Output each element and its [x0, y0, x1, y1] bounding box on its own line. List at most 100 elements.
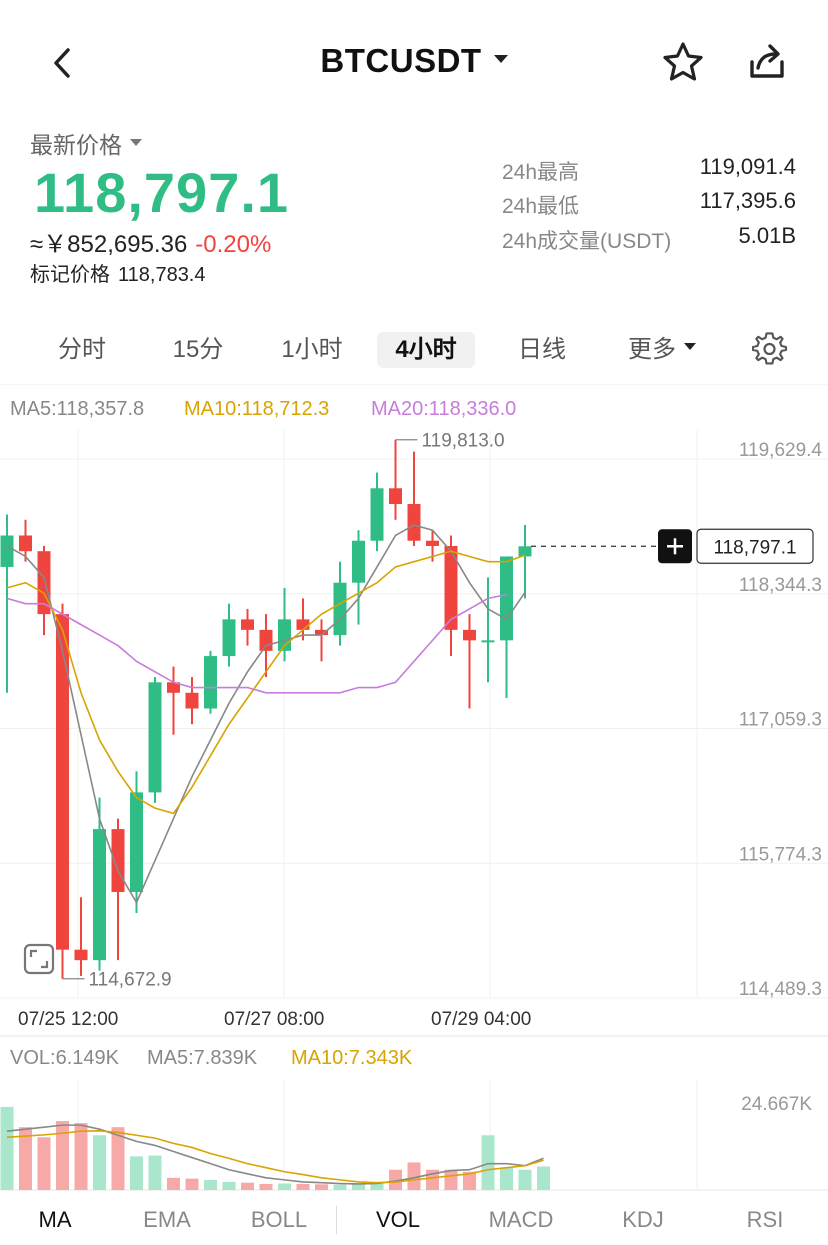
stat-high-label: 24h最高	[502, 161, 580, 184]
time-tick-label: 07/27 08:00	[224, 1009, 324, 1030]
ma10-line	[6, 550, 526, 815]
last-price: 118,797.1	[34, 161, 290, 224]
indicator-rsi[interactable]: RSI	[746, 1207, 784, 1232]
ma-lines	[6, 524, 526, 905]
vol-legend: VOL:6.149K	[10, 1047, 120, 1069]
low-price-label: 114,672.9	[89, 970, 172, 991]
volume-bar	[537, 1166, 550, 1190]
price-cny: ≈￥852,695.36	[30, 231, 188, 258]
price-tick-label: 118,344.3	[739, 575, 822, 596]
price-cny-line: ≈￥852,695.36 -0.20%	[30, 224, 271, 259]
caret-down-icon	[684, 343, 696, 351]
volume-bar	[130, 1156, 143, 1190]
price-type-selector[interactable]: 最新价格	[30, 126, 142, 160]
mark-price-line: 标记价格 118,783.4	[30, 258, 206, 287]
star-outline-icon[interactable]	[660, 40, 706, 84]
candle-body	[481, 640, 495, 643]
volume-ma10-line	[6, 1130, 544, 1184]
kline-chart[interactable]: MA5:118,357.8 MA10:118,712.3 MA20:118,33…	[0, 384, 828, 1194]
fullscreen-icon[interactable]	[23, 943, 55, 975]
volume-bar	[0, 1106, 14, 1190]
volume-bar	[296, 1183, 310, 1190]
stat-low-value: 117,395.6	[699, 188, 796, 213]
tab-more[interactable]: 更多	[614, 332, 710, 368]
volume-bar	[333, 1184, 347, 1190]
volume-bar	[370, 1182, 384, 1190]
high-price-label: 119,813.0	[422, 431, 505, 452]
candle-body	[111, 829, 125, 893]
candle-body	[37, 551, 51, 615]
candle-body	[19, 535, 32, 552]
candle-body	[130, 792, 143, 893]
candle-body	[389, 488, 402, 505]
last-price-tag	[696, 528, 814, 564]
volume-bar	[481, 1135, 495, 1190]
price-type-label: 最新价格	[30, 132, 122, 158]
ma-legend: MA5:118,357.8 MA10:118,712.3 MA20:118,33…	[10, 398, 516, 420]
volume-bar	[444, 1169, 458, 1190]
ma5-legend: MA5:118,357.8	[10, 398, 144, 420]
volume-bar	[389, 1169, 402, 1190]
tab-timeline[interactable]: 分时	[58, 336, 106, 363]
candle-body	[352, 540, 365, 583]
last-price-tag-label: 118,797.1	[713, 537, 796, 558]
candle-body	[407, 504, 421, 541]
chevron-left-icon[interactable]	[48, 44, 78, 82]
indicator-boll[interactable]: BOLL	[250, 1207, 308, 1232]
volume-bar	[222, 1181, 236, 1190]
vol-ma5-legend: MA5:7.839K	[147, 1047, 258, 1069]
volume-bar	[315, 1184, 328, 1190]
volume-ma5-line	[6, 1124, 544, 1185]
gear-icon[interactable]	[752, 331, 788, 367]
caret-down-icon	[130, 139, 142, 147]
caret-down-icon	[493, 55, 508, 64]
tab-15m[interactable]: 15分	[172, 336, 224, 363]
volume-bar	[148, 1155, 162, 1190]
price-tick-label: 115,774.3	[739, 844, 822, 865]
candle-body	[93, 829, 106, 961]
volume-bar	[278, 1183, 291, 1190]
volume-bar	[56, 1121, 69, 1190]
indicator-kdj[interactable]: KDJ	[622, 1207, 664, 1232]
volume-bar	[518, 1169, 532, 1190]
volume-bar	[500, 1167, 513, 1190]
symbol-selector[interactable]: BTCUSDT	[0, 42, 828, 80]
volume-bar	[111, 1127, 125, 1190]
share-icon[interactable]	[744, 40, 790, 84]
mark-price-label: 标记价格	[30, 264, 110, 286]
stat-volume-value: 5.01B	[738, 223, 797, 248]
candle-body	[222, 619, 236, 657]
volume-bar	[93, 1135, 106, 1190]
indicator-ma[interactable]: MA	[38, 1207, 72, 1232]
candle-body	[56, 614, 69, 950]
tab-1h[interactable]: 1小时	[281, 336, 343, 363]
candle-body	[0, 535, 14, 567]
candle-body	[204, 656, 217, 709]
candle-body	[259, 629, 273, 651]
candle-body	[167, 682, 180, 693]
time-tick-label: 07/29 04:00	[431, 1009, 531, 1030]
candle-body	[500, 556, 513, 641]
candle-body	[426, 540, 439, 546]
indicator-vol[interactable]: VOL	[375, 1207, 421, 1232]
vol-ma10-legend: MA10:7.343K	[291, 1047, 413, 1069]
volume-bar	[352, 1183, 365, 1190]
tab-more-label: 更多	[628, 336, 676, 363]
candle-body	[148, 682, 162, 793]
tab-4h[interactable]: 4小时	[377, 332, 475, 368]
ma20-line	[6, 593, 507, 694]
indicator-ema[interactable]: EMA	[143, 1207, 191, 1232]
stat-low-label: 24h最低	[502, 195, 580, 218]
volume-bar	[185, 1178, 199, 1190]
time-tick-label: 07/25 12:00	[18, 1009, 118, 1030]
ma5-line	[6, 524, 526, 905]
indicator-macd[interactable]: MACD	[488, 1207, 554, 1232]
volume-bar	[167, 1177, 180, 1190]
candles	[0, 439, 532, 979]
candle-body	[74, 949, 88, 961]
indicator-divider	[336, 1206, 337, 1234]
candle-body	[444, 545, 458, 630]
tab-1d[interactable]: 日线	[518, 336, 566, 363]
candle-body	[333, 582, 347, 636]
mark-price-value: 118,783.4	[118, 264, 206, 286]
